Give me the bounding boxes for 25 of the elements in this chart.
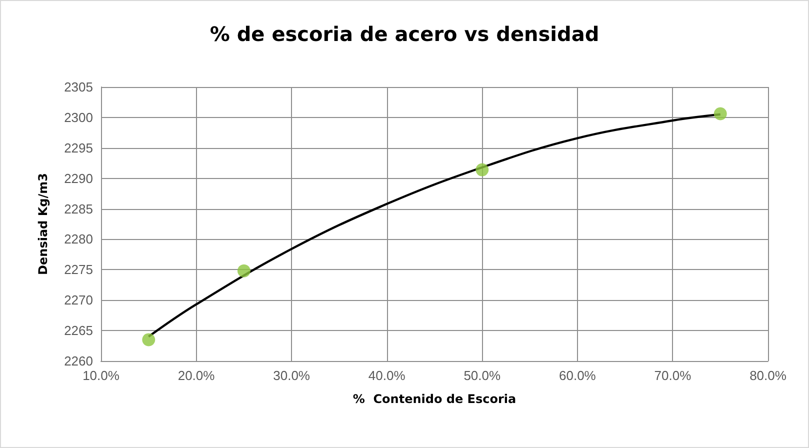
x-tick-label: 70.0% <box>654 368 692 383</box>
x-tick-label: 10.0% <box>82 368 120 383</box>
y-tick-label: 2305 <box>64 80 93 94</box>
x-tick-label: 80.0% <box>750 368 787 383</box>
y-tick-label: 2275 <box>64 262 93 278</box>
point <box>237 264 250 278</box>
x-tick-label: 30.0% <box>273 368 310 383</box>
x-tick-label: 40.0% <box>368 368 406 383</box>
x-tick-label: 60.0% <box>558 368 596 383</box>
point <box>142 333 156 346</box>
y-tick-label: 2295 <box>64 140 93 156</box>
y-tick-label: 2290 <box>64 170 93 186</box>
x-tick-label: 50.0% <box>464 368 502 383</box>
y-tick-label: 2280 <box>64 232 93 247</box>
y-axis-title: Densiad Kg/m3 <box>36 173 50 275</box>
y-tick-label: 2300 <box>64 110 93 125</box>
x-axis-title: % Contenido de Escoria <box>352 392 516 406</box>
chart-title: % de escoria de acero vs densidad <box>210 22 600 46</box>
x-tick-label: 20.0% <box>178 368 216 383</box>
y-tick-label: 2265 <box>64 323 93 338</box>
point <box>476 163 489 176</box>
y-tick-label: 2285 <box>64 201 93 216</box>
point <box>714 107 727 120</box>
y-tick-label: 2270 <box>64 292 93 308</box>
y-tick-label: 2260 <box>64 354 93 368</box>
